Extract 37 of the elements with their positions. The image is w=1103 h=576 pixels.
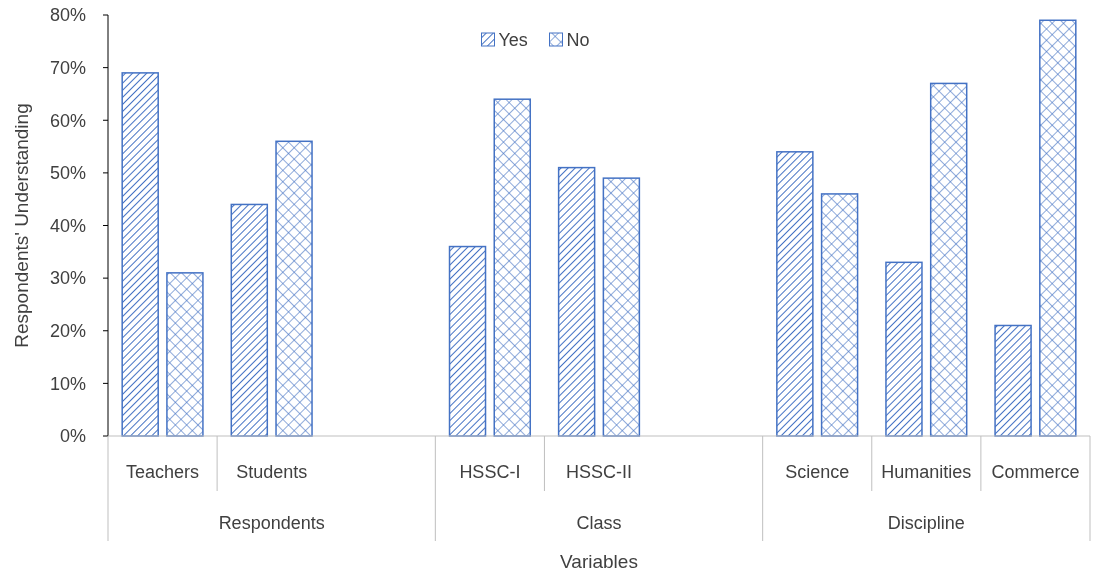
- y-tick-label: 60%: [49, 110, 86, 131]
- bar: [493, 98, 532, 437]
- bar: [557, 166, 596, 437]
- text: Respondents: [218, 513, 325, 533]
- y-axis-title: Respondents' Understanding: [11, 103, 32, 348]
- y-tick-label: 30%: [49, 268, 86, 289]
- bar: [230, 203, 269, 437]
- bar: [885, 261, 923, 437]
- y-tick-label: 10%: [49, 373, 86, 394]
- bar: [776, 151, 814, 437]
- bar: [929, 82, 968, 437]
- legend-label: Yes: [498, 30, 528, 51]
- y-tick-label: 50%: [49, 163, 86, 184]
- y-tick-label: 70%: [49, 57, 86, 78]
- bar: [448, 245, 487, 437]
- bar: [820, 193, 859, 437]
- y-tick-label: 0%: [59, 426, 86, 447]
- bar: [1039, 19, 1077, 437]
- x-tick-label: Students: [236, 462, 308, 482]
- x-tick-label: Teachers: [126, 462, 200, 482]
- legend-label: No: [566, 30, 590, 51]
- x-tick-label: Humanities: [881, 462, 972, 482]
- text: Discipline: [887, 513, 965, 533]
- x-tick-label: Science: [785, 462, 850, 482]
- bar: [994, 324, 1032, 437]
- x-tick-label: HSSC-II: [565, 462, 633, 482]
- bar: [275, 140, 313, 437]
- text: Class: [576, 513, 622, 533]
- y-tick-label: 80%: [49, 5, 86, 26]
- x-tick-label: Commerce: [991, 462, 1080, 482]
- y-tick-label: 20%: [49, 321, 86, 342]
- bar: [121, 72, 159, 437]
- y-tick-label: 40%: [49, 215, 86, 236]
- x-axis-title: Variables: [560, 551, 638, 572]
- bar: [166, 272, 204, 437]
- x-tick-label: HSSC-I: [459, 462, 521, 482]
- bar: [602, 177, 641, 437]
